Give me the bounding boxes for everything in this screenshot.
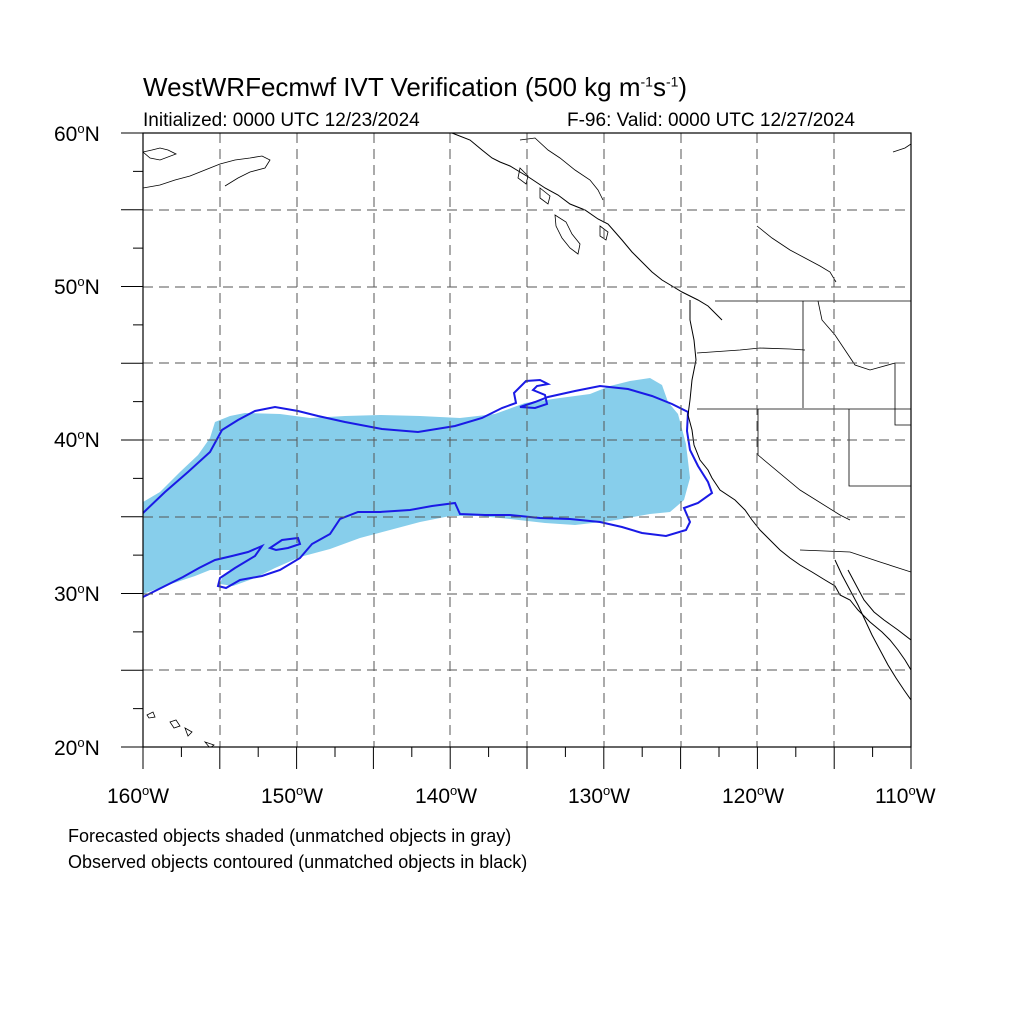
lon-label-110: 110oW xyxy=(875,783,936,808)
valid-time-label: F-96: Valid: 0000 UTC 12/27/2024 xyxy=(567,110,855,131)
coastline-canada-east xyxy=(756,225,837,283)
coastline-alaska-islands xyxy=(517,167,609,255)
lon-label-150: 150oW xyxy=(261,783,324,808)
state-lines xyxy=(696,300,911,573)
gridlines xyxy=(143,133,911,747)
lat-label-30: 30oN xyxy=(54,581,100,606)
initialized-time-label: Initialized: 0000 UTC 12/23/2024 xyxy=(143,110,420,131)
coastline-alaska xyxy=(451,133,723,321)
coastline-hudson xyxy=(892,143,911,153)
lat-label-50: 50oN xyxy=(54,274,100,299)
lon-label-120: 120oW xyxy=(722,783,785,808)
observed-ivt-contour-loop xyxy=(267,536,302,552)
forecast-note: Forecasted objects shaded (unmatched obj… xyxy=(68,826,512,846)
lat-label-40: 40oN xyxy=(54,427,100,452)
coastline-alaska-interior xyxy=(519,137,604,201)
map-title: WestWRFecmwf IVT Verification (500 kg m-… xyxy=(143,72,688,102)
tick-marks xyxy=(121,132,912,769)
lon-label-140: 140oW xyxy=(415,783,478,808)
coastline-us-west xyxy=(687,300,911,671)
lat-label-60: 60oN xyxy=(54,121,100,146)
coastline-aleutian-west xyxy=(143,147,271,189)
lat-label-20: 20oN xyxy=(54,735,100,760)
observed-ivt-contour xyxy=(143,378,714,598)
lon-label-160: 160oW xyxy=(107,783,170,808)
coastline-baja xyxy=(834,559,911,701)
lon-label-130: 130oW xyxy=(568,783,631,808)
forecast-ivt-object xyxy=(143,378,690,594)
hawaii-islands xyxy=(146,711,215,747)
observed-note: Observed objects contoured (unmatched ob… xyxy=(68,852,528,872)
